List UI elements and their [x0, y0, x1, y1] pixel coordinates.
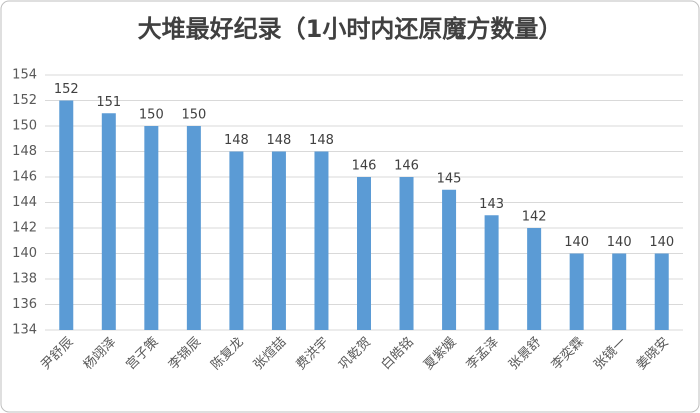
data-label: 152 [54, 82, 79, 97]
bar [271, 151, 286, 330]
y-tick-label: 136 [12, 297, 37, 312]
y-tick-label: 152 [12, 93, 37, 108]
bar [229, 151, 244, 330]
data-label: 140 [564, 235, 589, 250]
data-label: 143 [479, 197, 504, 212]
data-label: 140 [649, 235, 674, 250]
data-label: 151 [96, 95, 121, 110]
y-tick-label: 140 [12, 246, 37, 261]
bar [484, 215, 499, 330]
data-label: 150 [181, 108, 206, 123]
y-tick-label: 134 [12, 323, 37, 338]
bar [527, 228, 542, 330]
bar [654, 253, 669, 330]
bar [569, 253, 584, 330]
data-label: 142 [522, 210, 547, 225]
data-label: 146 [352, 159, 377, 174]
bar [442, 189, 457, 330]
data-label: 150 [139, 108, 164, 123]
data-label: 145 [437, 171, 462, 186]
bar [59, 100, 74, 330]
bar [144, 126, 159, 330]
bar [399, 177, 414, 330]
bar [357, 177, 371, 330]
y-tick-label: 142 [12, 221, 37, 236]
bar [612, 253, 627, 330]
y-tick-label: 148 [12, 144, 37, 159]
y-tick-label: 146 [12, 170, 37, 185]
data-label: 148 [224, 133, 249, 148]
data-label: 146 [394, 159, 419, 174]
bar [186, 126, 201, 330]
data-label: 140 [607, 235, 632, 250]
y-tick-label: 150 [12, 119, 37, 134]
data-label: 148 [309, 133, 334, 148]
bar [101, 113, 116, 330]
data-label: 148 [267, 133, 292, 148]
y-tick-label: 138 [12, 272, 37, 287]
chart-title: 大堆最好纪录（1小时内还原魔方数量） [138, 15, 563, 43]
y-tick-label: 144 [12, 195, 37, 210]
bar [314, 151, 329, 330]
y-tick-label: 154 [12, 68, 37, 83]
